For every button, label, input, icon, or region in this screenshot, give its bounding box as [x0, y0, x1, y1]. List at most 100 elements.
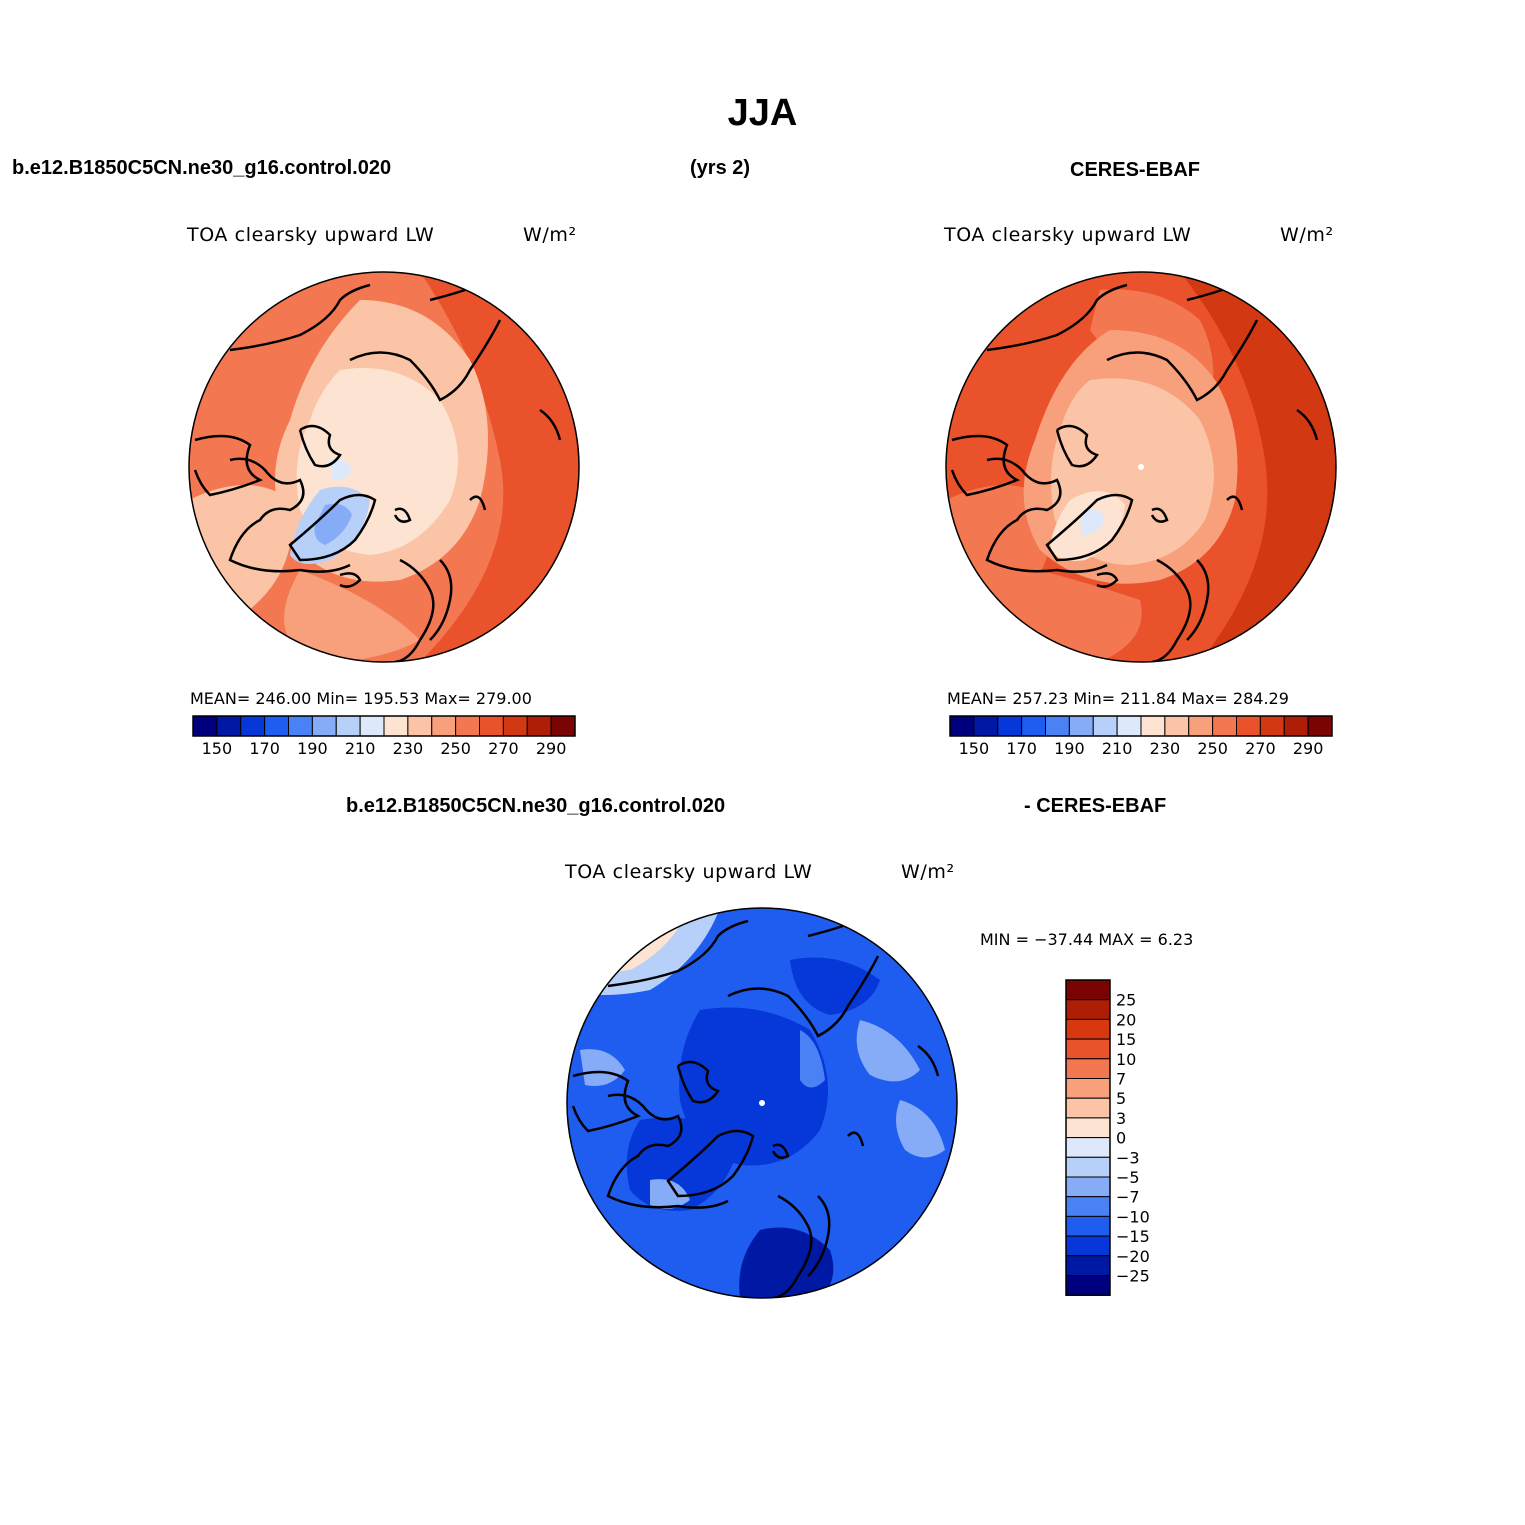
- colorbar-swatch: [216, 715, 242, 737]
- colorbar-tick-label: 5: [1116, 1089, 1126, 1108]
- obs-units: W/m²: [1280, 224, 1334, 246]
- colorbar-swatch: [407, 715, 433, 737]
- colorbar-swatch: [383, 715, 409, 737]
- colorbar-swatch: [240, 715, 266, 737]
- colorbar-swatch: [526, 715, 552, 737]
- model-stats: MEAN= 246.00 Min= 195.53 Max= 279.00: [190, 689, 532, 708]
- colorbar-tick-label: −15: [1116, 1227, 1150, 1246]
- colorbar-swatch: [1065, 1215, 1111, 1237]
- colorbar-tick-label: 15: [1116, 1030, 1136, 1049]
- colorbar-swatch: [1164, 715, 1190, 737]
- colorbar-swatch: [192, 715, 218, 737]
- colorbar-swatch: [1116, 715, 1142, 737]
- diff-stats: MIN = −37.44 MAX = 6.23: [980, 930, 1194, 949]
- model-variable-title: TOA clearsky upward LW: [187, 224, 435, 246]
- colorbar-tick-label: −7: [1116, 1188, 1140, 1207]
- colorbar-swatch: [1065, 1275, 1111, 1296]
- figure-title: JJA: [727, 92, 798, 134]
- colorbar-swatch: [264, 715, 289, 737]
- colorbar-swatch: [455, 715, 480, 737]
- colorbar-swatch: [1065, 1176, 1111, 1198]
- diff-units: W/m²: [901, 861, 955, 883]
- colorbar-tick-label: 270: [488, 739, 519, 758]
- model-units: W/m²: [523, 224, 577, 246]
- colorbar-swatch: [311, 715, 337, 737]
- colorbar-tick-label: 7: [1116, 1070, 1126, 1089]
- colorbar-tick-label: 210: [345, 739, 376, 758]
- colorbar-swatch: [1065, 999, 1111, 1020]
- colorbar-swatch: [1065, 1058, 1111, 1080]
- colorbar-swatch: [359, 715, 385, 737]
- colorbar-swatch: [479, 715, 504, 737]
- colorbar-swatch: [335, 715, 361, 737]
- colorbar-swatch: [1065, 1196, 1111, 1217]
- colorbar-swatch: [1283, 715, 1309, 737]
- colorbar-swatch: [1065, 1097, 1111, 1119]
- colorbar-swatch: [1307, 715, 1333, 737]
- colorbar-swatch: [1259, 715, 1285, 737]
- colorbar-tick-label: −20: [1116, 1247, 1150, 1266]
- colorbar-tick-label: 10: [1116, 1050, 1136, 1069]
- colorbar-tick-label: 25: [1116, 991, 1136, 1010]
- colorbar-tick-label: −10: [1116, 1207, 1150, 1226]
- obs-colorbar: 150 170 190 210 230 250 270 290: [949, 715, 1333, 758]
- colorbar-swatch: [1065, 1235, 1111, 1257]
- colorbar-tick-label: 290: [1293, 739, 1324, 758]
- colorbar-swatch: [1021, 715, 1046, 737]
- colorbar-tick-label: −3: [1116, 1148, 1140, 1167]
- colorbar-swatch: [1140, 715, 1166, 737]
- colorbar-tick-label: 20: [1116, 1010, 1136, 1029]
- colorbar-tick-label: −5: [1116, 1168, 1140, 1187]
- colorbar-swatch: [1092, 715, 1118, 737]
- colorbar-swatch: [1065, 1137, 1111, 1158]
- colorbar-tick-label: 250: [1197, 739, 1228, 758]
- colorbar-swatch: [1065, 979, 1111, 1001]
- colorbar-swatch: [1236, 715, 1261, 737]
- colorbar-swatch: [1212, 715, 1237, 737]
- colorbar-swatch: [1065, 1117, 1111, 1139]
- colorbar-swatch: [550, 715, 576, 737]
- colorbar-tick-label: 170: [249, 739, 280, 758]
- diff-obs-name: - CERES-EBAF: [1024, 795, 1167, 817]
- obs-variable-title: TOA clearsky upward LW: [944, 224, 1192, 246]
- colorbar-tick-label: 170: [1006, 739, 1037, 758]
- years-label: (yrs 2): [690, 157, 751, 179]
- colorbar-tick-label: 190: [1054, 739, 1085, 758]
- diff-case-name: b.e12.B1850C5CN.ne30_g16.control.020: [346, 795, 726, 817]
- diff-polar-map: [566, 907, 958, 1299]
- colorbar-tick-label: −25: [1116, 1267, 1150, 1286]
- colorbar-tick-label: 270: [1245, 739, 1276, 758]
- model-polar-map: [188, 271, 580, 663]
- colorbar-tick-label: 290: [536, 739, 567, 758]
- colorbar-swatch: [997, 715, 1023, 737]
- diff-variable-title: TOA clearsky upward LW: [565, 861, 813, 883]
- colorbar-swatch: [1065, 1038, 1111, 1060]
- colorbar-swatch: [949, 715, 975, 737]
- colorbar-tick-label: 230: [1150, 739, 1181, 758]
- colorbar-swatch: [431, 715, 457, 737]
- colorbar-swatch: [1065, 1156, 1111, 1178]
- colorbar-swatch: [1188, 715, 1214, 737]
- model-case-name: b.e12.B1850C5CN.ne30_g16.control.020: [12, 157, 392, 179]
- colorbar-swatch: [502, 715, 528, 737]
- colorbar-swatch: [1068, 715, 1094, 737]
- colorbar-swatch: [1065, 1078, 1111, 1099]
- obs-name: CERES-EBAF: [1070, 159, 1201, 181]
- obs-polar-map: [945, 271, 1337, 663]
- colorbar-swatch: [288, 715, 313, 737]
- colorbar-swatch: [1065, 1255, 1111, 1277]
- colorbar-tick-label: 210: [1102, 739, 1133, 758]
- colorbar-swatch: [1045, 715, 1070, 737]
- colorbar-tick-label: 230: [393, 739, 424, 758]
- colorbar-swatch: [1065, 1018, 1111, 1040]
- colorbar-tick-label: 190: [297, 739, 328, 758]
- obs-stats: MEAN= 257.23 Min= 211.84 Max= 284.29: [947, 689, 1289, 708]
- model-colorbar: 150 170 190 210 230 250 270 290: [192, 715, 576, 758]
- colorbar-tick-label: 150: [202, 739, 233, 758]
- colorbar-tick-label: 0: [1116, 1129, 1126, 1148]
- colorbar-tick-label: 3: [1116, 1109, 1126, 1128]
- colorbar-tick-label: 250: [440, 739, 471, 758]
- colorbar-tick-label: 150: [959, 739, 990, 758]
